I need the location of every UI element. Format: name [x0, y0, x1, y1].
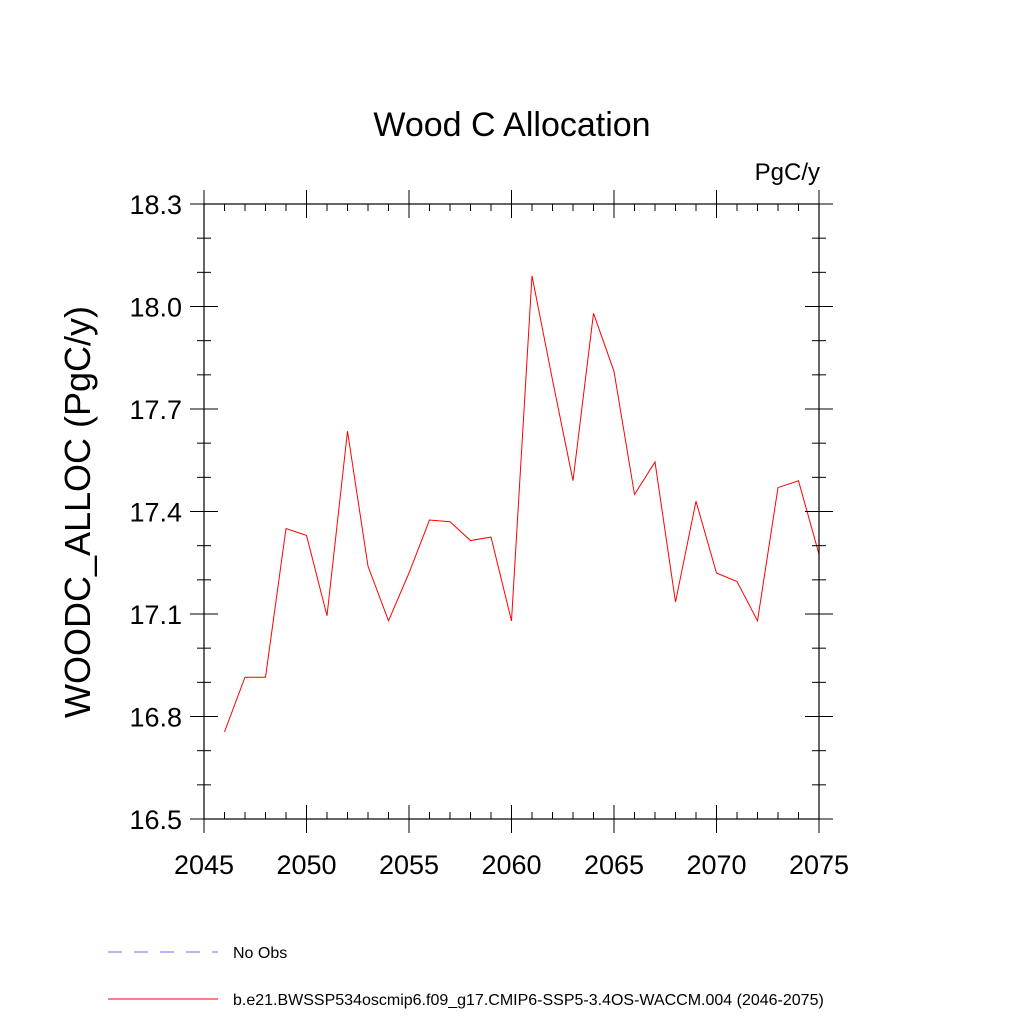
units-label: PgC/y: [755, 159, 820, 186]
tick-labels: 16.5 16.8 17.1 17.4 17.7 18.0 18.3 2045 2050 2055…: [129, 190, 849, 880]
y-tick-label: 16.5: [129, 805, 182, 835]
legend-label-no-obs: No Obs: [233, 945, 287, 962]
y-tick-label: 18.0: [129, 293, 182, 323]
x-tick-label: 2050: [276, 850, 336, 880]
y-tick-label: 16.8: [129, 703, 182, 733]
y-tick-label: 17.1: [129, 600, 182, 630]
x-tick-label: 2060: [481, 850, 541, 880]
y-tick-label: 17.7: [129, 395, 182, 425]
series-line-0: [224, 275, 820, 733]
legend-label-model: b.e21.BWSSP534oscmip6.f09_g17.CMIP6-SSP5…: [233, 992, 824, 1009]
legend: No Obs b.e21.BWSSP534oscmip6.f09_g17.CMI…: [108, 945, 824, 1009]
y-tick-label: 18.3: [129, 190, 182, 220]
x-tick-label: 2055: [379, 850, 439, 880]
series-layer: [224, 275, 820, 733]
plot-frame: [203, 203, 820, 820]
tick-marks: [190, 190, 833, 833]
chart-title: Wood C Allocation: [373, 106, 650, 144]
y-tick-label: 17.4: [129, 498, 182, 528]
x-tick-label: 2065: [584, 850, 644, 880]
x-tick-label: 2075: [789, 850, 849, 880]
x-tick-label: 2070: [686, 850, 746, 880]
y-axis-label: WOODC_ALLOC (PgC/y): [57, 306, 98, 718]
x-tick-label: 2045: [174, 850, 234, 880]
